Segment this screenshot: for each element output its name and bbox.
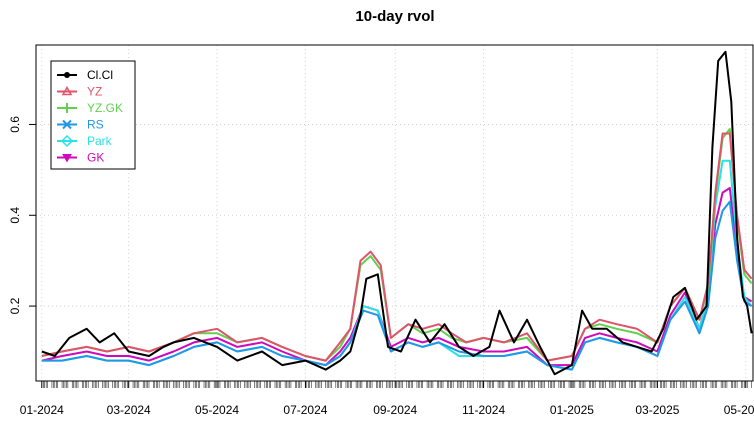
legend-entry: RS — [57, 118, 104, 132]
legend-marker-triangle-down — [62, 154, 72, 163]
x-tick-label: 03-2024 — [107, 403, 151, 417]
series-line-park — [41, 159, 753, 371]
series-line-cl-cl — [41, 50, 753, 376]
legend-entry: YZ — [57, 85, 102, 99]
x-tick-label: 05-2024 — [195, 403, 239, 417]
x-tick-label: 11-2024 — [462, 403, 505, 417]
x-tick-label: 01-2025 — [550, 403, 594, 417]
legend-entry: Park — [57, 134, 113, 148]
legend-label: GK — [87, 151, 104, 165]
y-tick-label: 0.4 — [8, 207, 22, 224]
y-axis: 0.2 0.4 0.6 — [8, 116, 36, 314]
legend-label: RS — [87, 118, 104, 132]
x-tick-label: 03-2025 — [635, 403, 679, 417]
x-tick-label: 07-2024 — [283, 403, 327, 417]
x-tick-label: 09-2024 — [373, 403, 417, 417]
series-layer — [41, 50, 753, 376]
series-line-yz-gk — [41, 128, 753, 362]
legend-label: Cl.Cl — [87, 68, 113, 82]
legend-entry: GK — [57, 151, 104, 165]
chart-title: 10-day rvol — [355, 8, 434, 25]
x-tick-label: 01-2024 — [20, 403, 64, 417]
series-line-rs — [41, 200, 753, 371]
legend-entry: YZ.GK — [57, 101, 123, 115]
legend-box — [50, 60, 136, 170]
plot-box — [35, 44, 754, 382]
legend-label: YZ.GK — [87, 101, 123, 115]
y-tick-label: 0.6 — [8, 116, 22, 133]
legend: Cl.Cl YZ YZ.GK RS Park GK — [50, 60, 136, 170]
legend-label: YZ — [87, 85, 102, 99]
series-line-yz — [41, 132, 753, 362]
y-tick-label: 0.2 — [8, 297, 22, 314]
grid — [36, 45, 753, 381]
legend-marker-triangle — [61, 85, 73, 96]
legend-entry: Cl.Cl — [57, 68, 113, 82]
legend-marker-circle — [64, 72, 70, 78]
legend-marker-diamond — [60, 134, 74, 148]
legend-label: Park — [87, 134, 113, 148]
x-tick-label: 05-2025 — [724, 403, 754, 417]
x-axis: 01-2024 03-2024 05-2024 07-2024 09-2024 11-20… — [20, 381, 754, 417]
legend-marker-cross — [62, 119, 72, 130]
series-line-gk — [41, 187, 753, 367]
legend-marker-plus — [62, 103, 72, 113]
